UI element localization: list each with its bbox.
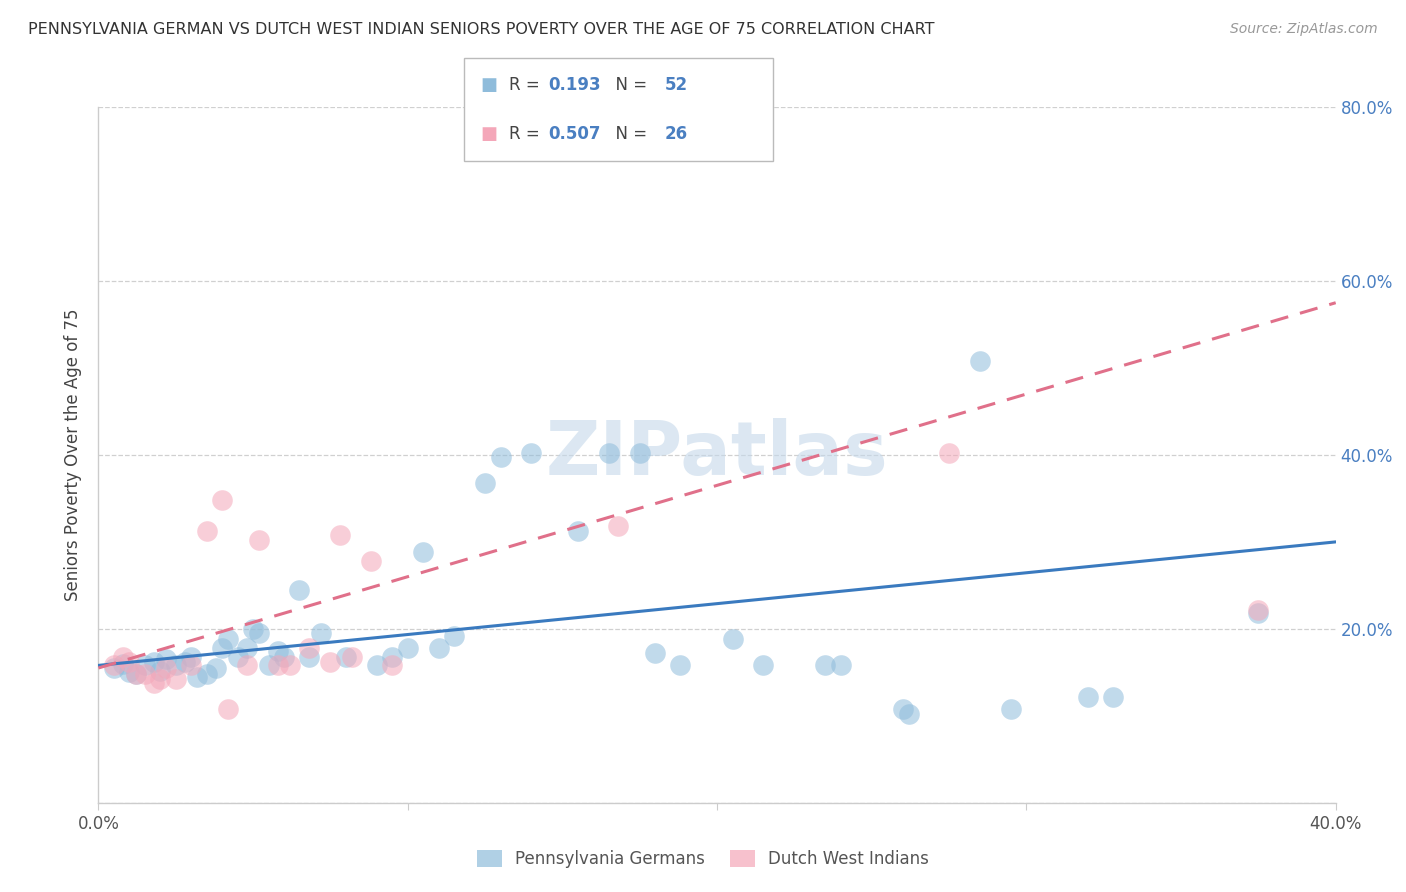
Point bbox=[319, 655, 342, 669]
Point bbox=[628, 446, 651, 460]
Text: R =: R = bbox=[509, 125, 546, 143]
Point bbox=[247, 533, 270, 548]
Point bbox=[381, 658, 404, 673]
Point bbox=[257, 658, 280, 673]
Point bbox=[149, 664, 172, 678]
Point bbox=[897, 707, 920, 722]
Point bbox=[247, 626, 270, 640]
Point bbox=[112, 657, 135, 671]
Point bbox=[335, 649, 357, 664]
Point bbox=[814, 658, 837, 673]
Point bbox=[217, 632, 239, 647]
Point bbox=[195, 667, 218, 681]
Point bbox=[489, 450, 512, 464]
Point bbox=[969, 354, 991, 368]
Point bbox=[134, 658, 156, 673]
Point bbox=[124, 667, 146, 681]
Point bbox=[205, 661, 228, 675]
Point bbox=[1247, 603, 1270, 617]
Point bbox=[443, 629, 465, 643]
Point bbox=[298, 640, 321, 655]
Point bbox=[165, 658, 187, 673]
Point bbox=[669, 658, 692, 673]
Point bbox=[329, 528, 352, 542]
Point bbox=[607, 519, 630, 533]
Y-axis label: Seniors Poverty Over the Age of 75: Seniors Poverty Over the Age of 75 bbox=[65, 309, 83, 601]
Point bbox=[520, 446, 543, 460]
Point bbox=[891, 702, 914, 716]
Point bbox=[236, 640, 259, 655]
Point bbox=[143, 655, 166, 669]
Text: PENNSYLVANIA GERMAN VS DUTCH WEST INDIAN SENIORS POVERTY OVER THE AGE OF 75 CORR: PENNSYLVANIA GERMAN VS DUTCH WEST INDIAN… bbox=[28, 22, 935, 37]
Point bbox=[149, 673, 172, 687]
Point bbox=[474, 475, 496, 490]
Point bbox=[752, 658, 775, 673]
Point bbox=[598, 446, 620, 460]
Point bbox=[396, 640, 419, 655]
Text: ■: ■ bbox=[481, 125, 498, 143]
Point bbox=[226, 649, 249, 664]
Text: N =: N = bbox=[605, 125, 652, 143]
Point bbox=[211, 640, 233, 655]
Point bbox=[309, 626, 332, 640]
Text: R =: R = bbox=[509, 76, 546, 94]
Point bbox=[267, 658, 290, 673]
Point bbox=[381, 649, 404, 664]
Point bbox=[124, 667, 146, 681]
Point bbox=[830, 658, 852, 673]
Point bbox=[155, 661, 177, 675]
Point bbox=[112, 649, 135, 664]
Point bbox=[721, 632, 744, 647]
Point bbox=[273, 649, 295, 664]
Point bbox=[118, 665, 141, 680]
Text: Source: ZipAtlas.com: Source: ZipAtlas.com bbox=[1230, 22, 1378, 37]
Point bbox=[412, 545, 434, 559]
Point bbox=[288, 582, 311, 597]
Point bbox=[1077, 690, 1099, 704]
Point bbox=[180, 658, 202, 673]
Point bbox=[340, 649, 363, 664]
Point bbox=[180, 649, 202, 664]
Point bbox=[267, 643, 290, 657]
Point bbox=[236, 658, 259, 673]
Text: N =: N = bbox=[605, 76, 652, 94]
Point bbox=[186, 670, 208, 684]
Point bbox=[143, 675, 166, 690]
Point bbox=[103, 658, 125, 673]
Point bbox=[938, 446, 960, 460]
Text: 0.193: 0.193 bbox=[548, 76, 600, 94]
Text: ZIPatlas: ZIPatlas bbox=[546, 418, 889, 491]
Point bbox=[118, 655, 141, 669]
Point bbox=[174, 655, 197, 669]
Point bbox=[217, 702, 239, 716]
Point bbox=[1247, 606, 1270, 620]
Point bbox=[360, 554, 382, 568]
Point bbox=[103, 661, 125, 675]
Text: ■: ■ bbox=[481, 76, 498, 94]
Point bbox=[134, 667, 156, 681]
Legend: Pennsylvania Germans, Dutch West Indians: Pennsylvania Germans, Dutch West Indians bbox=[470, 843, 936, 875]
Point bbox=[1000, 702, 1022, 716]
Point bbox=[165, 673, 187, 687]
Point bbox=[644, 646, 666, 660]
Point bbox=[195, 524, 218, 539]
Point bbox=[567, 524, 589, 539]
Point bbox=[242, 622, 264, 636]
Point bbox=[155, 652, 177, 666]
Point bbox=[427, 640, 450, 655]
Point bbox=[1102, 690, 1125, 704]
Text: 52: 52 bbox=[665, 76, 688, 94]
Point bbox=[211, 493, 233, 508]
Point bbox=[298, 649, 321, 664]
Text: 0.507: 0.507 bbox=[548, 125, 600, 143]
Point bbox=[366, 658, 388, 673]
Text: 26: 26 bbox=[665, 125, 688, 143]
Point bbox=[278, 658, 301, 673]
